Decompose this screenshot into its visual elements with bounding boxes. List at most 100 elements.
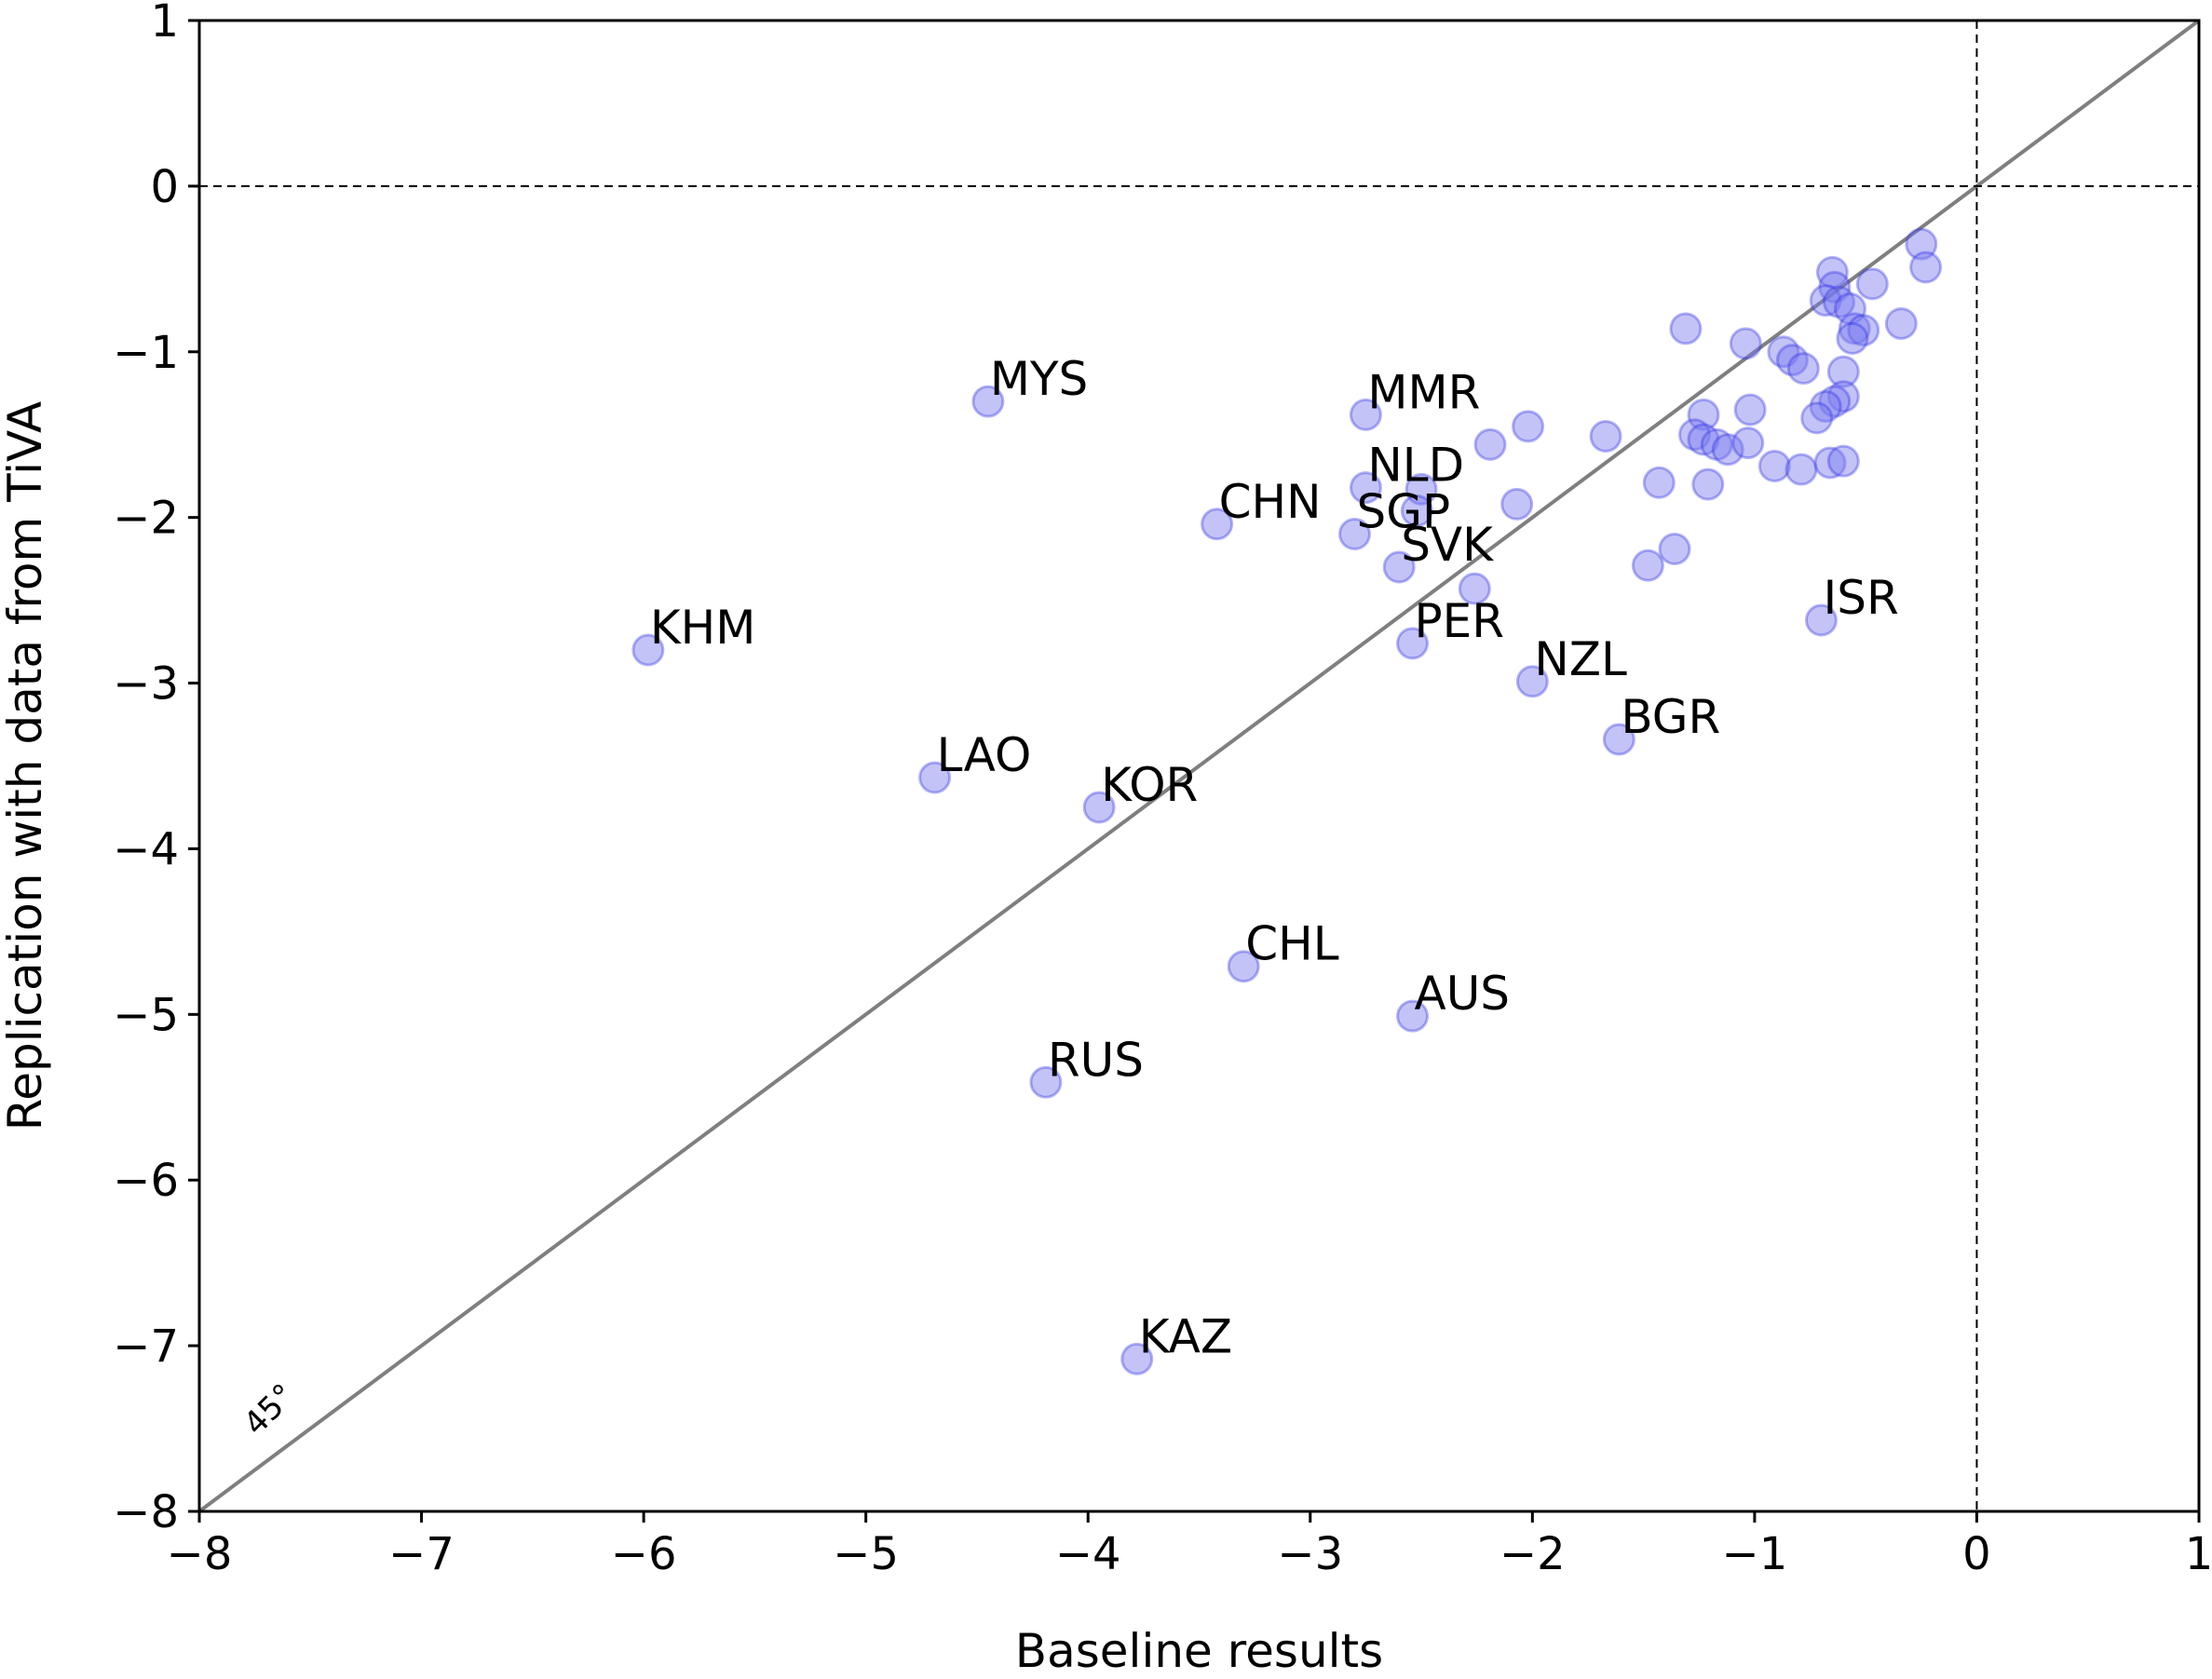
data-point	[1757, 450, 1791, 483]
data-point	[1823, 285, 1856, 318]
data-point	[1512, 410, 1545, 443]
point-label-khm: KHM	[650, 601, 756, 655]
x-tick-label: 0	[1962, 1528, 1991, 1580]
data-point	[1677, 418, 1711, 452]
data-point	[1818, 385, 1852, 418]
data-point-bgr	[1602, 723, 1635, 756]
y-tick-label: −8	[113, 1486, 179, 1538]
data-point	[1405, 472, 1438, 506]
y-tick-label: −2	[113, 493, 179, 545]
point-label-chl: CHL	[1245, 917, 1339, 971]
x-tick-label: −1	[1722, 1528, 1788, 1580]
y-tick-label: −5	[113, 989, 179, 1041]
point-label-lao: LAO	[937, 728, 1032, 782]
data-point	[1700, 427, 1733, 461]
point-label-nld: NLD	[1367, 439, 1464, 493]
point-label-sgp: SGP	[1356, 484, 1450, 538]
data-point-mmr	[1349, 398, 1382, 431]
data-point	[1818, 270, 1852, 304]
data-point-svk	[1382, 550, 1416, 584]
x-tick-label: −3	[1277, 1528, 1343, 1580]
data-point	[1909, 250, 1943, 284]
data-point	[1733, 393, 1767, 427]
x-tick-label: −7	[388, 1528, 455, 1580]
data-point-isr	[1804, 603, 1838, 637]
data-point-rus	[1029, 1065, 1063, 1099]
point-label-bgr: BGR	[1621, 690, 1720, 744]
data-point	[1642, 466, 1676, 499]
point-label-rus: RUS	[1048, 1033, 1144, 1087]
diagonal-45-line	[197, 19, 2201, 1513]
data-point-sgp	[1337, 517, 1371, 550]
y-tick-label: −6	[113, 1155, 179, 1207]
data-point-nzl	[1515, 665, 1549, 698]
x-tick-label: −4	[1055, 1528, 1121, 1580]
data-point	[1687, 398, 1720, 431]
data-point-nld	[1349, 471, 1382, 505]
data-point	[1833, 292, 1866, 326]
y-tick-label: −4	[113, 823, 179, 875]
y-axis-label: Replication with data from TiVA	[0, 401, 52, 1131]
data-point	[1826, 444, 1860, 478]
y-tick-label: −1	[113, 327, 179, 379]
data-point	[1711, 433, 1744, 467]
point-label-chn: CHN	[1219, 475, 1322, 529]
data-point	[1815, 255, 1849, 289]
data-point	[1786, 352, 1820, 386]
data-point-chn	[1201, 508, 1234, 541]
x-axis-ticks: −8 −7 −6 −5 −4 −3 −2 −1 0 1	[167, 1511, 2212, 1580]
data-point	[1589, 420, 1622, 454]
point-label-nzl: NZL	[1534, 632, 1627, 686]
data-point	[1731, 427, 1765, 460]
y-tick-label: 0	[150, 161, 179, 213]
data-point	[1809, 389, 1842, 423]
x-tick-label: −8	[167, 1528, 233, 1580]
data-point	[1775, 344, 1809, 377]
point-label-aus: AUS	[1415, 967, 1511, 1021]
data-point	[1400, 494, 1433, 528]
x-tick-label: −6	[611, 1528, 677, 1580]
data-point	[1458, 572, 1491, 605]
data-point	[1855, 267, 1889, 301]
data-point-kor	[1082, 791, 1116, 824]
y-tick-label: −7	[113, 1320, 179, 1373]
point-label-mmr: MMR	[1367, 365, 1480, 419]
x-tick-label: −5	[833, 1528, 899, 1580]
data-point	[1473, 427, 1507, 461]
point-label-isr: ISR	[1823, 571, 1898, 625]
y-tick-label: −3	[113, 658, 179, 711]
data-point-per	[1396, 627, 1430, 660]
y-tick-label: 1	[150, 0, 179, 47]
plot-frame	[197, 19, 2201, 1513]
data-point	[1500, 487, 1534, 521]
data-point	[1813, 446, 1847, 480]
data-point	[1838, 312, 1871, 345]
data-point	[1785, 453, 1818, 486]
point-label-svk: SVK	[1401, 518, 1494, 572]
data-point-khm	[631, 633, 665, 667]
data-point-chl	[1227, 950, 1260, 983]
data-point	[1836, 322, 1869, 356]
y-axis-ticks: −8 −7 −6 −5 −4 −3 −2 −1 0 1	[113, 0, 199, 1538]
data-point	[1826, 355, 1860, 388]
data-point	[1847, 314, 1880, 347]
data-point-kaz	[1120, 1342, 1154, 1375]
data-point	[1905, 227, 1938, 261]
point-label-per: PER	[1415, 594, 1504, 648]
data-point	[1669, 312, 1703, 345]
data-point-aus	[1396, 999, 1430, 1033]
data-points	[631, 227, 1943, 1375]
data-point	[1729, 327, 1762, 360]
x-axis-label: Baseline results	[1015, 1624, 1383, 1678]
data-point	[1884, 307, 1918, 341]
point-label-mys: MYS	[990, 352, 1088, 406]
data-point	[1691, 467, 1725, 501]
data-point	[1767, 335, 1800, 369]
data-point-mys	[971, 385, 1005, 418]
data-point	[1687, 423, 1720, 456]
